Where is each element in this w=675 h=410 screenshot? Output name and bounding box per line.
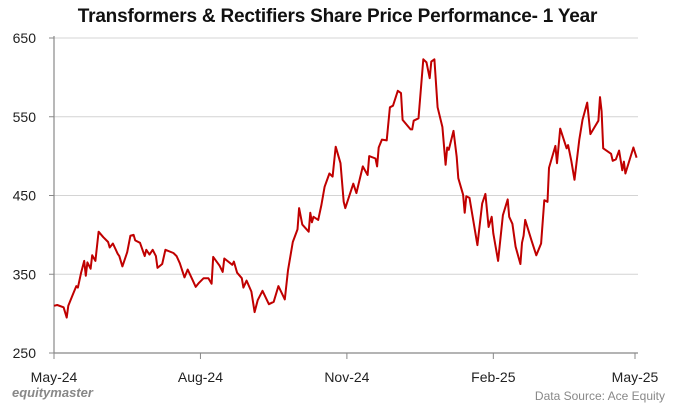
- y-tick-label: 350: [13, 266, 37, 282]
- x-tick-label: Feb-25: [471, 369, 516, 385]
- x-tick-label: Nov-24: [324, 369, 369, 385]
- y-tick-label: 250: [13, 345, 37, 361]
- x-axis-ticks: May-24 Aug-24 Nov-24 Feb-25 May-25: [31, 369, 659, 385]
- x-tick-label: Aug-24: [178, 369, 223, 385]
- y-tick-label: 650: [13, 30, 37, 46]
- y-tick-label: 450: [13, 188, 37, 204]
- chart-title: Transformers & Rectifiers Share Price Pe…: [77, 6, 598, 27]
- y-tick-label: 550: [13, 109, 37, 125]
- price-line: [53, 58, 638, 319]
- x-tick-label: May-25: [612, 369, 659, 385]
- y-axis-ticks: 250 350 450 550 650: [13, 30, 37, 361]
- gridlines: [54, 37, 638, 275]
- x-tick-label: May-24: [31, 369, 78, 385]
- data-source-note: Data Source: Ace Equity: [534, 389, 665, 403]
- axes: [49, 36, 638, 359]
- equitymaster-logo: equitymaster: [12, 385, 93, 400]
